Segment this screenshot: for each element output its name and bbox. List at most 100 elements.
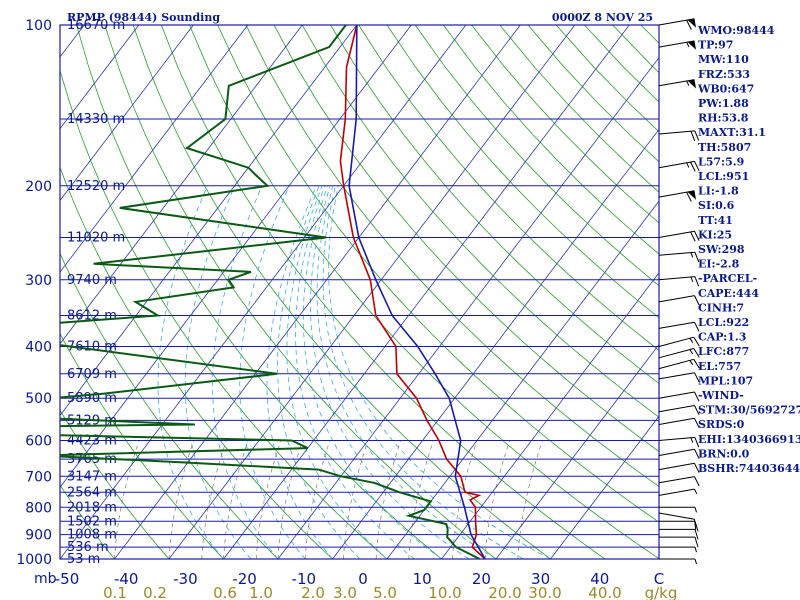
mixing-ratio-line [201,440,227,559]
isotherm [60,25,303,345]
dry-adiabat [782,25,800,559]
wind-barb [658,230,700,242]
index-line: MPL:107 [698,374,753,387]
height-label: 4423 m [67,434,117,449]
mixing-ratio-tick-label: 0.6 [213,584,237,600]
index-line: TT:41 [698,214,733,227]
pressure-tick-label: 400 [25,340,52,356]
mixing-ratio-line [114,440,140,559]
pressure-tick-label: 200 [25,179,52,195]
wind-barb [658,488,698,496]
mixing-ratio-tick-label: 0.2 [143,584,167,600]
wind-barb [658,448,700,459]
wind-barb [658,358,700,370]
mixing-ratio-tick-label: 30.0 [528,584,561,600]
wind-barb [659,546,697,553]
isotherm [223,25,630,559]
y-axis-unit: mb [34,571,57,587]
wind-barb [658,417,700,428]
isotherm [60,25,249,273]
mixing-ratio-tick-label: 2.0 [301,584,325,600]
isotherm [60,25,358,417]
moist-adiabat [316,185,497,559]
moist-adiabat [157,185,224,559]
chart-title: RPMP (98444) Sounding [67,11,220,24]
isotherm [60,25,140,130]
wind-barb [658,79,696,89]
dry-adiabat [584,25,659,103]
mixing-ratio-line [517,440,543,559]
index-line: WB0:647 [697,82,754,95]
moist-adiabat [302,185,442,559]
temperature-tick-label: -50 [55,570,80,588]
wind-barb [658,295,700,306]
isotherm [277,56,659,559]
mixing-ratio-axis: 0.1 0.2 0.6 1.0 2.0 3.0 5.0 10.0 20.0 30.0 40.0 g/k… [103,584,677,600]
index-line: EI:-2.8 [698,258,740,271]
chart-datetime: 0000Z 8 NOV 25 [552,11,653,24]
height-label: 1502 m [67,514,117,529]
mixing-ratio-line [304,440,331,559]
wind-barb [658,40,696,50]
mixing-ratio-lines [114,440,543,559]
isotherm [441,272,659,559]
index-line: CAPE:444 [698,287,759,300]
temperature-tick-label: 10 [413,570,432,588]
index-line: BSHR:7440364449 [698,462,800,475]
index-line: TH:5807 [698,141,751,154]
index-line: KI:25 [698,228,732,241]
isotherm [60,25,467,559]
index-line: FRZ:533 [698,68,750,81]
pressure-tick-label: 800 [25,500,52,516]
plot-frame [59,24,660,560]
wind-barb [658,391,700,402]
wind-barb [658,336,700,347]
temperature-tick-label: 30 [531,570,550,588]
series-parcel-line [348,25,486,559]
temperature-tick-label: 0 [358,570,368,588]
wind-barb [658,130,700,142]
dry-adiabat [555,25,659,133]
isotherm [495,343,659,559]
temperature-axis: -50 -40 -30 -20 -10 0 10 20 30 40 C [55,570,664,588]
wind-barb [658,436,700,448]
series-temperature-line [339,25,486,559]
moist-adiabat [310,185,470,559]
mixing-ratio-tick-label: 40.0 [588,584,621,600]
height-label: 536 m [67,540,109,555]
height-label: 16670 m [67,18,125,33]
moist-adiabat [239,185,306,559]
index-line: SRDS:0 [698,418,745,431]
dry-adiabat [189,25,659,559]
wind-barb [659,558,697,565]
index-line: BRN:0.0 [698,447,750,460]
pressure-axis: 100 200 300 400 500 600 700 800 900 1000 [16,18,52,568]
wind-barb [659,528,699,540]
mixing-ratio-line [484,440,511,559]
pressure-tick-label: 700 [25,469,52,485]
index-line: EHI:13403669135304 [698,433,800,446]
index-line: EL:757 [698,360,741,373]
wind-barb [658,321,700,332]
moist-adiabat [286,185,388,559]
mixing-ratio-line [255,440,282,559]
height-label: 12520 m [67,179,125,194]
pressure-tick-label: 900 [25,528,52,544]
index-line: MAXT:31.1 [698,126,766,139]
mixing-ratio-line [277,440,303,559]
temperature-tick-label: -30 [173,570,198,588]
moist-adiabat [184,185,252,559]
wind-barb [658,18,696,30]
mixing-ratio-line [343,440,369,559]
index-line: -PARCEL- [698,272,757,285]
wind-barb [658,190,696,202]
temperature-tick-label: -40 [114,570,139,588]
index-line: SI:0.6 [698,199,735,212]
mixing-ratio-tick-label: 10.0 [428,584,461,600]
mixing-ratio-tick-label: 20.0 [488,584,521,600]
temperature-tick-label: -20 [232,570,257,588]
series-dewpoint-line [60,25,481,559]
